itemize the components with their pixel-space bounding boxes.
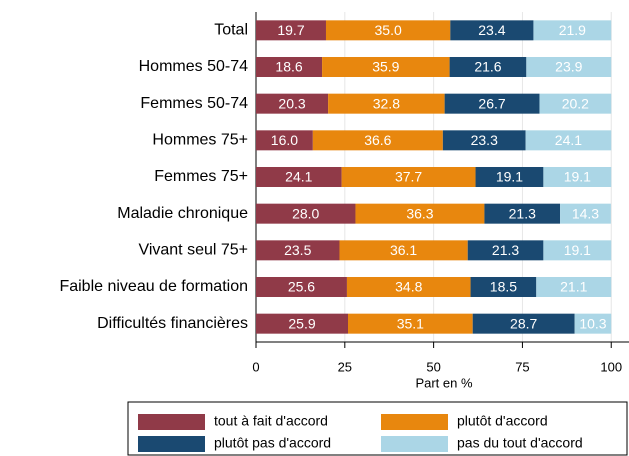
bar-segment (312, 130, 443, 151)
bar-segment (355, 203, 485, 224)
data-label: 28.0 (292, 205, 319, 221)
data-label: 24.1 (285, 169, 312, 185)
x-tick-label: 25 (338, 359, 352, 374)
bar-segment (256, 313, 349, 334)
bar-segment (467, 240, 544, 261)
y-tick-label: Femmes 50-74 (140, 95, 248, 112)
bar-segment (525, 130, 612, 151)
y-tick-label: Vivant seul 75+ (138, 242, 248, 259)
data-label: 23.4 (478, 22, 505, 38)
data-label: 19.1 (564, 242, 591, 258)
data-label: 35.1 (397, 315, 424, 331)
data-label: 14.3 (572, 205, 599, 221)
data-label: 25.9 (288, 315, 315, 331)
y-tick-label: Difficultés financières (97, 315, 248, 332)
legend-box (127, 401, 628, 456)
y-tick-label: Hommes 50-74 (139, 58, 248, 75)
data-label: 21.9 (559, 22, 586, 38)
data-label: 21.6 (474, 59, 501, 75)
bar-segment (256, 57, 323, 77)
y-tick-label: Maladie chronique (117, 205, 248, 222)
x-tick-label: 75 (515, 359, 529, 374)
data-label: 24.1 (555, 132, 582, 148)
bar-segment (543, 240, 612, 261)
x-tick-label: 100 (600, 359, 622, 374)
bar-segment (442, 130, 526, 151)
bar-segment (543, 167, 612, 187)
x-tick-label: 0 (252, 359, 259, 374)
bar-segment (475, 167, 544, 187)
data-label: 18.5 (490, 279, 517, 295)
data-label: 35.0 (375, 22, 402, 38)
data-label: 36.3 (406, 205, 433, 221)
data-label: 16.0 (271, 132, 298, 148)
data-label: 35.9 (372, 59, 399, 75)
bar-segment (339, 240, 468, 261)
legend-label: pas du tout d'accord (457, 435, 583, 451)
data-label: 28.7 (510, 315, 537, 331)
bar-segment (533, 20, 612, 41)
data-label: 10.3 (579, 315, 606, 331)
x-tick-label: 50 (426, 359, 440, 374)
bar-segment (449, 57, 527, 77)
bar-segment (560, 203, 611, 224)
data-label: 37.7 (395, 169, 422, 185)
bar-segment (256, 130, 313, 151)
bar-segment (256, 20, 326, 41)
data-label: 19.1 (564, 169, 591, 185)
y-tick-label: Faible niveau de formation (59, 278, 248, 295)
bar-segment (539, 93, 612, 114)
data-label: 32.8 (373, 95, 400, 111)
legend-label: tout à fait d'accord (214, 413, 328, 429)
data-label: 36.1 (390, 242, 417, 258)
legend-label: plutôt pas d'accord (214, 435, 331, 451)
data-label: 19.1 (496, 169, 523, 185)
data-label: 23.5 (284, 242, 311, 258)
y-tick-label: Total (214, 22, 248, 39)
data-label: 18.6 (275, 59, 302, 75)
data-label: 36.6 (364, 132, 391, 148)
data-label: 21.1 (560, 279, 587, 295)
bar-segment (346, 277, 471, 297)
bar-segment (536, 277, 612, 297)
legend-swatch (138, 436, 205, 452)
data-label: 20.3 (278, 95, 305, 111)
data-label: 23.3 (471, 132, 498, 148)
bar-segment (256, 240, 340, 261)
bar-segment (256, 203, 356, 224)
data-label: 21.3 (509, 205, 536, 221)
bar-segment (256, 93, 329, 114)
bar-segment (484, 203, 561, 224)
bar-segment (325, 20, 451, 41)
bar-segment (574, 313, 612, 334)
data-label: 20.2 (562, 95, 589, 111)
bar-segment (444, 93, 540, 114)
legend-swatch (138, 414, 205, 430)
bar-segment (472, 313, 575, 334)
y-tick-label: Femmes 75+ (154, 168, 248, 185)
bar-segment (256, 167, 342, 187)
bar-segment (256, 277, 347, 297)
legend-label: plutôt d'accord (457, 413, 548, 429)
bar-segment (348, 313, 473, 334)
bar-segment (322, 57, 450, 77)
legend-swatch (381, 436, 448, 452)
data-label: 21.3 (492, 242, 519, 258)
legend-swatch (381, 414, 448, 430)
x-axis-title: Part en % (415, 375, 473, 390)
bar-segment (328, 93, 445, 114)
bar-segment (341, 167, 476, 187)
data-label: 23.9 (555, 59, 582, 75)
data-label: 34.8 (395, 279, 422, 295)
bar-segment (470, 277, 537, 297)
y-tick-label: Hommes 75+ (152, 132, 248, 149)
bar-segment (450, 20, 534, 41)
data-label: 26.7 (478, 95, 505, 111)
data-label: 19.7 (277, 22, 304, 38)
bar-segment (526, 57, 612, 77)
data-label: 25.6 (288, 279, 315, 295)
